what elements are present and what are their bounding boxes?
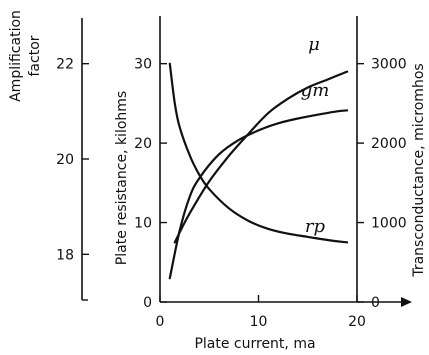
- x-axis-title: Plate current, ma: [194, 336, 315, 352]
- x-tick-label: 20: [348, 314, 366, 330]
- tick-labels-layer: 0 10 20 0 10 20 30 0 1000 2000 3000 18 20 22: [56, 57, 406, 330]
- ticks-layer: [82, 62, 364, 303]
- amplification-axis-title-line2: factor: [27, 35, 43, 76]
- transconductance-tick-label: 2000: [371, 136, 407, 152]
- curve-mu: [168, 109, 349, 280]
- amplification-tick-label: 18: [56, 247, 74, 263]
- x-tick-label: 0: [156, 314, 165, 330]
- label-rp: rp: [305, 216, 326, 237]
- plate-resistance-axis-title: Plate resistance, kilohms: [114, 91, 130, 265]
- x-tick-label: 10: [250, 314, 268, 330]
- transconductance-tick-label: 1000: [371, 216, 407, 232]
- transconductance-axis-title: Transconductance, micromhos: [411, 63, 427, 277]
- label-gm: gm: [301, 80, 330, 101]
- label-mu: μ: [308, 34, 320, 55]
- plate-resistance-tick-label: 10: [134, 216, 152, 232]
- plate-resistance-tick-label: 30: [134, 57, 152, 73]
- amplification-tick-label: 22: [56, 57, 74, 73]
- x-axis-arrow: [401, 297, 412, 307]
- amplification-axis-title-line1: Amplification: [8, 10, 24, 102]
- curve-gm: [173, 70, 349, 244]
- curve-rp: [168, 62, 349, 244]
- curves-layer: [168, 62, 349, 280]
- plate-resistance-tick-label: 20: [134, 136, 152, 152]
- transconductance-tick-label: 3000: [371, 57, 407, 73]
- plate-resistance-tick-label: 0: [143, 295, 152, 311]
- transconductance-tick-label: 0: [371, 295, 380, 311]
- amplification-tick-label: 20: [56, 152, 74, 168]
